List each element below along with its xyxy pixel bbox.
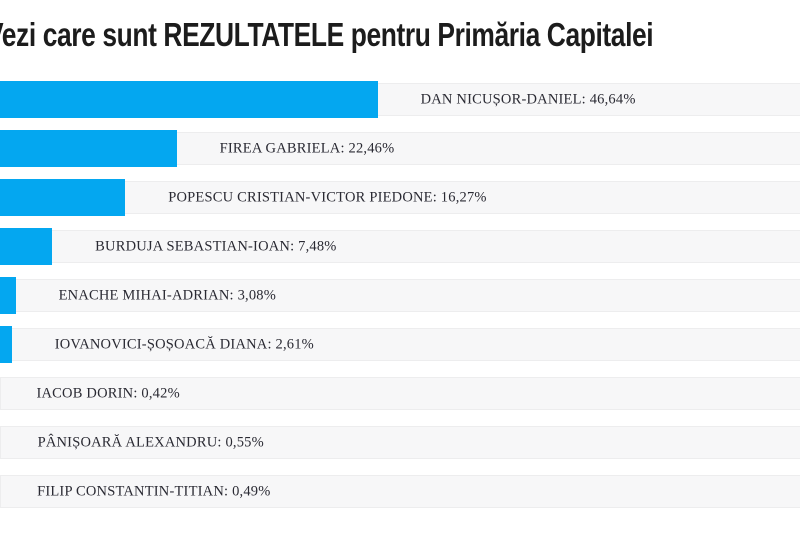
bar-row: IOVANOVICI-ȘOȘOACĂ DIANA: 2,61%	[0, 326, 800, 363]
bar-label: PÂNIȘOARĂ ALEXANDRU: 0,55%	[37, 434, 264, 450]
bar-row: IACOB DORIN: 0,42%	[0, 377, 800, 410]
bar-fill	[0, 228, 53, 265]
bar-row: PÂNIȘOARĂ ALEXANDRU: 0,55%	[0, 426, 800, 459]
bar-row: POPESCU CRISTIAN-VICTOR PIEDONE: 16,27%	[0, 179, 800, 216]
bar-label: IOVANOVICI-ȘOȘOACĂ DIANA: 2,61%	[54, 336, 314, 352]
bar-fill	[0, 326, 12, 363]
bar-row: DAN NICUȘOR-DANIEL: 46,64%	[0, 81, 800, 118]
bar-chart: DAN NICUȘOR-DANIEL: 46,64% FIREA GABRIELA…	[0, 81, 800, 524]
bar-label: IACOB DORIN: 0,42%	[36, 385, 180, 401]
bar-row: FIREA GABRIELA: 22,46%	[0, 130, 800, 167]
bar-label: FILIP CONSTANTIN-TITIAN: 0,49%	[37, 483, 271, 499]
bar-fill	[0, 81, 378, 118]
bar-label: DAN NICUȘOR-DANIEL: 46,64%	[420, 91, 636, 107]
page-title: Vezi care sunt REZULTATELE pentru Primăr…	[0, 16, 654, 53]
bar-fill	[0, 130, 177, 167]
bar-label: POPESCU CRISTIAN-VICTOR PIEDONE: 16,27%	[168, 189, 487, 205]
bar-label: ENACHE MIHAI-ADRIAN: 3,08%	[58, 287, 277, 303]
bar-row: ENACHE MIHAI-ADRIAN: 3,08%	[0, 277, 800, 314]
bar-label: FIREA GABRIELA: 22,46%	[219, 140, 395, 156]
bar-row: BURDUJA SEBASTIAN-IOAN: 7,48%	[0, 228, 800, 265]
bar-row: FILIP CONSTANTIN-TITIAN: 0,49%	[0, 475, 800, 508]
bar-fill	[0, 179, 126, 216]
bar-fill	[0, 277, 16, 314]
bar-label: BURDUJA SEBASTIAN-IOAN: 7,48%	[95, 238, 337, 254]
